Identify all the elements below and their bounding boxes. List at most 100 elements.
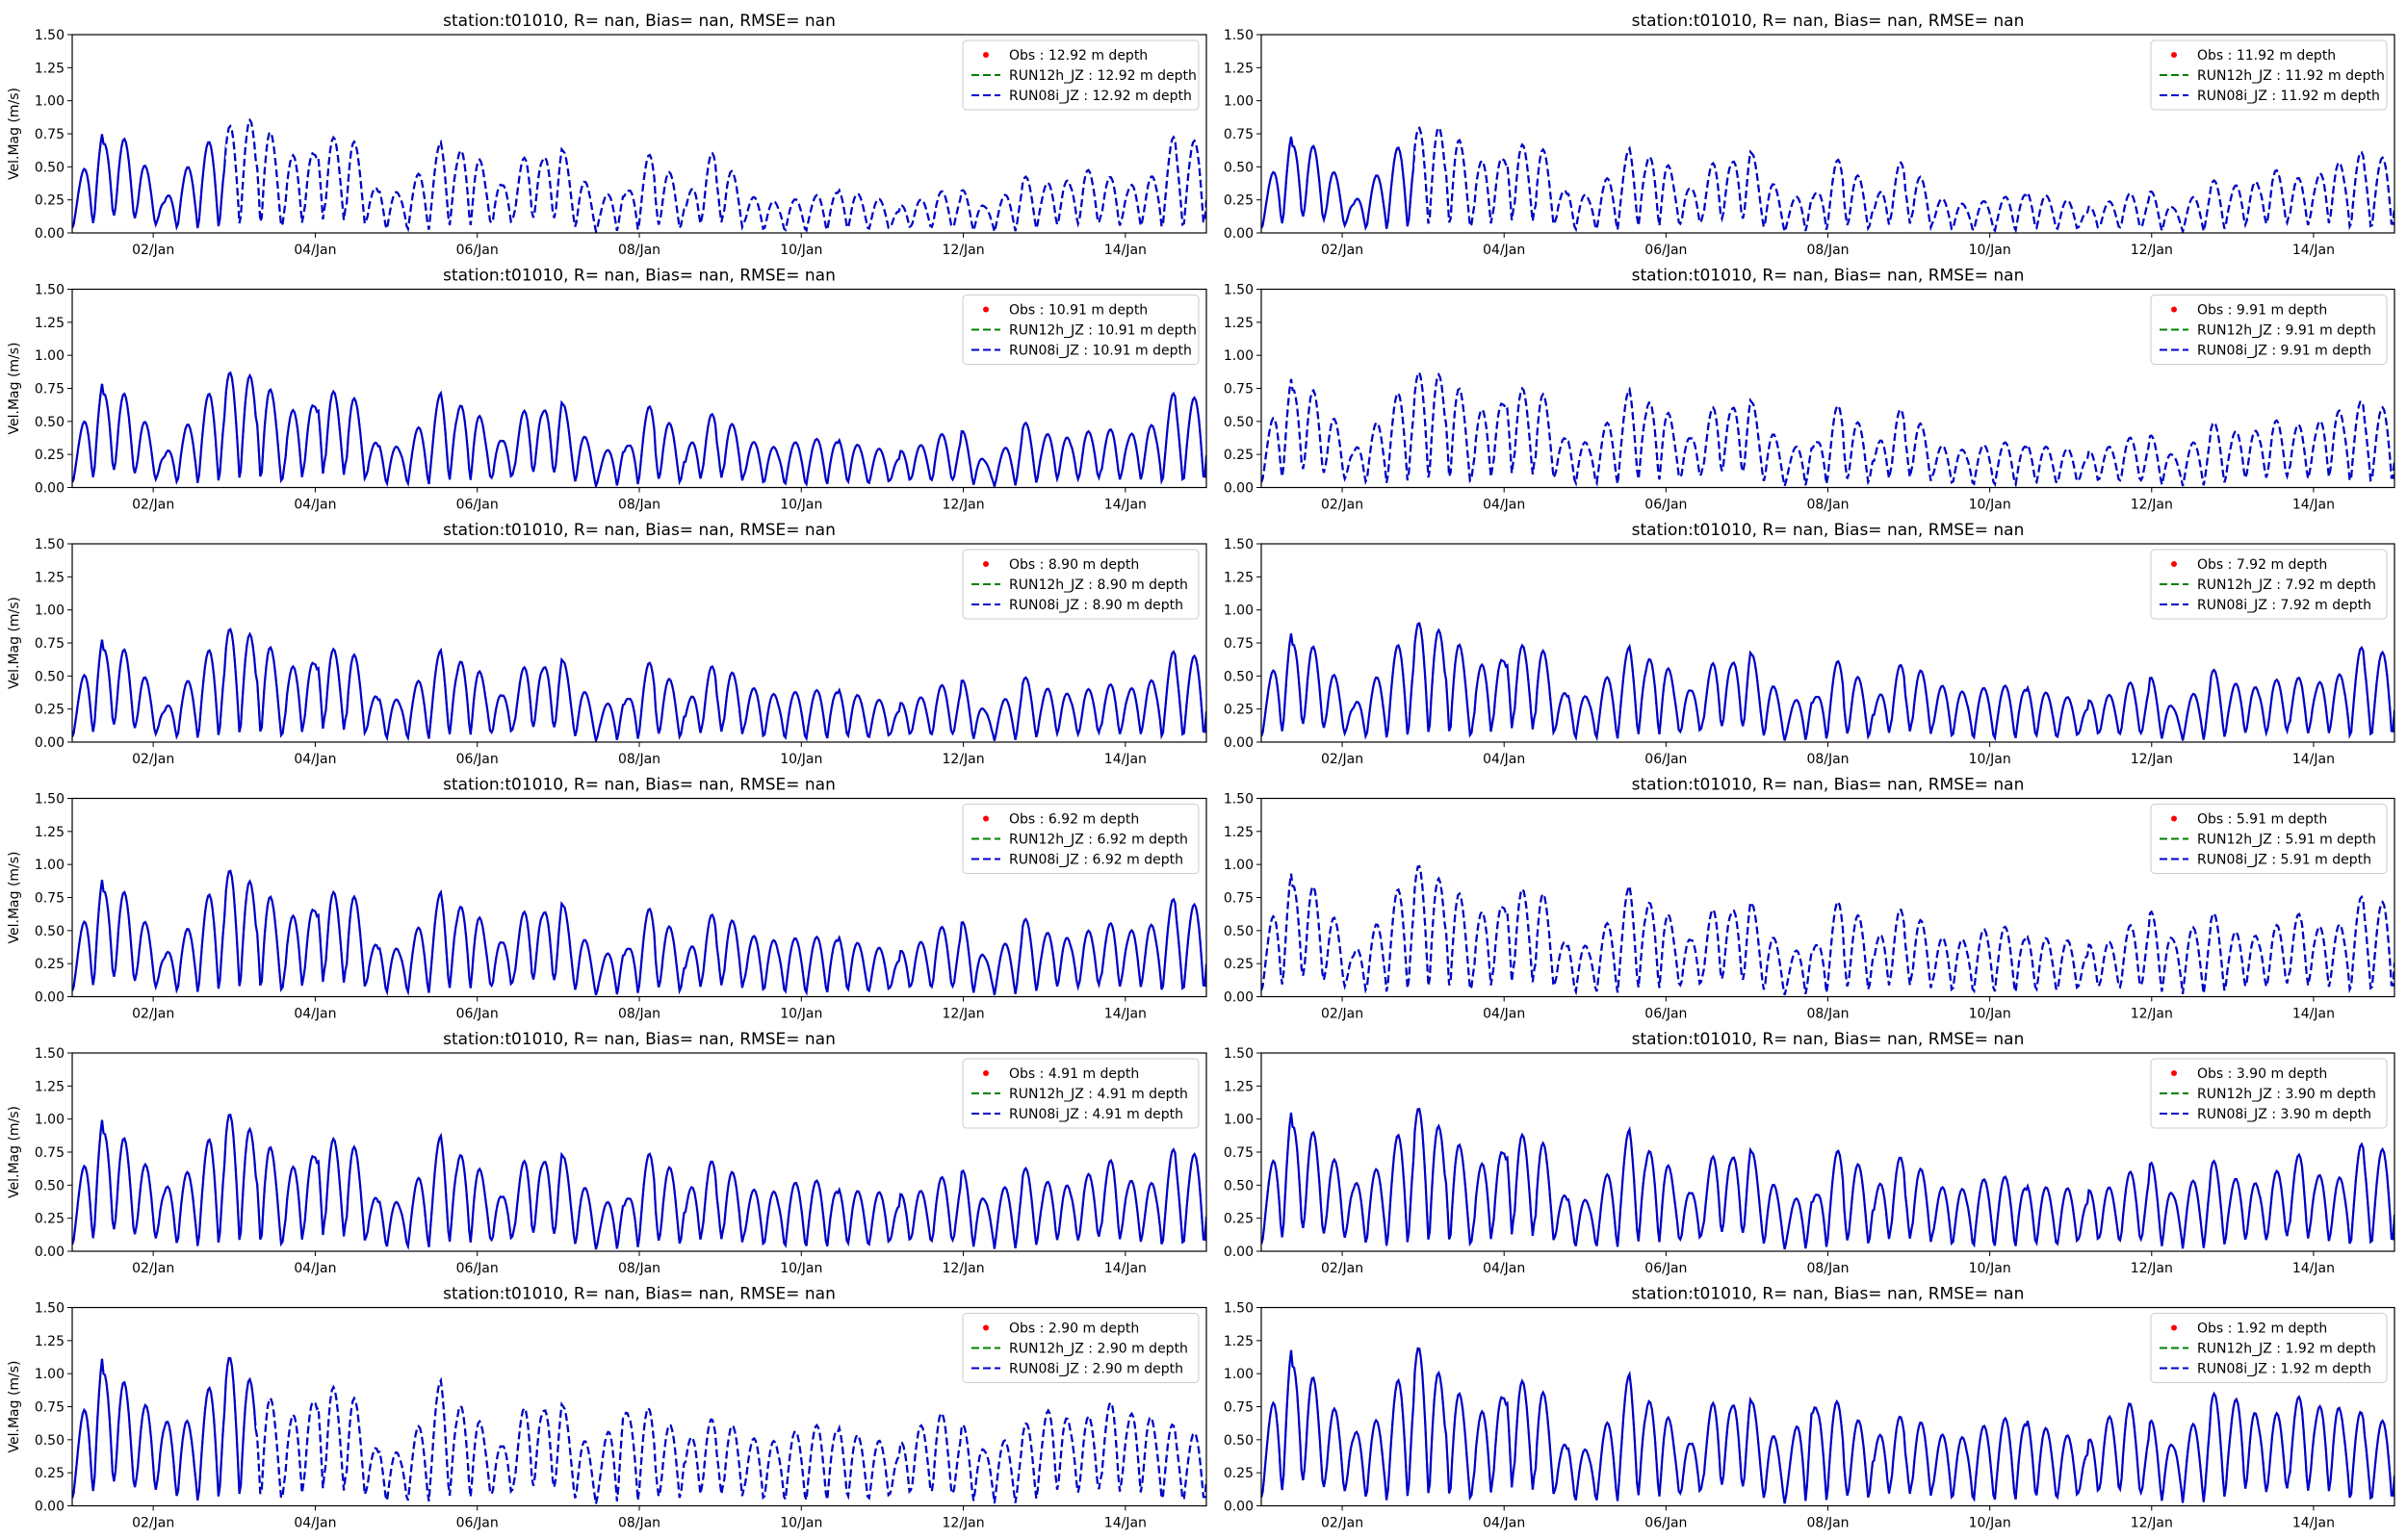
y-tick-label: 0.00: [1224, 481, 1254, 497]
legend-box: [2150, 1058, 2388, 1129]
y-tick-label: 1.50: [1224, 537, 1254, 552]
y-tick-label: 0.25: [1224, 1212, 1254, 1227]
x-tick-label: 12/Jan: [2131, 1261, 2173, 1276]
x-tick-label: 04/Jan: [1483, 1007, 1525, 1022]
x-tick-label: 12/Jan: [943, 498, 985, 513]
obs-marker-icon: [983, 52, 989, 58]
y-tick-label: 1.25: [35, 1334, 65, 1349]
legend-obs-label: Obs : 9.91 m depth: [2197, 303, 2327, 319]
y-tick-label: 1.25: [1224, 1079, 1254, 1094]
series-run08i-line: [1261, 1347, 2394, 1504]
axes-frame: [71, 797, 1207, 998]
x-tick-label: 10/Jan: [780, 498, 822, 513]
subplot-title: station:t01010, R= nan, Bias= nan, RMSE=…: [443, 267, 836, 286]
legend-run12h-label: RUN12h_JZ : 6.92 m depth: [1009, 833, 1188, 848]
legend-box: [962, 804, 1200, 874]
x-tick-label: 02/Jan: [132, 1007, 174, 1022]
legend: Obs : 1.92 m depth RUN12h_JZ : 1.92 m dep…: [2150, 1313, 2388, 1383]
x-tick-label: 06/Jan: [456, 1516, 499, 1531]
x-tick-label: 08/Jan: [618, 1516, 660, 1531]
x-tick-label: 06/Jan: [456, 243, 499, 258]
x-tick-label: 04/Jan: [1483, 1261, 1525, 1276]
y-tick-label: 1.50: [35, 537, 65, 552]
subplot-title: station:t01010, R= nan, Bias= nan, RMSE=…: [1632, 1285, 2025, 1304]
y-tick-label: 0.00: [35, 1245, 65, 1260]
y-tick-label: 1.50: [1224, 1301, 1254, 1317]
legend-box: [962, 1313, 1200, 1383]
subplot-8: station:t01010, R= nan, Bias= nan, RMSE=…: [1224, 776, 2395, 1022]
obs-marker-icon: [983, 1324, 989, 1331]
x-tick-label: 08/Jan: [1806, 1007, 1849, 1022]
x-tick-label: 02/Jan: [132, 498, 174, 513]
x-tick-label: 14/Jan: [2292, 752, 2335, 767]
legend-run12h-label: RUN12h_JZ : 11.92 m depth: [2197, 68, 2385, 84]
y-tick-label: 0.50: [35, 1178, 65, 1194]
y-tick-label: 0.50: [1224, 669, 1254, 684]
y-tick-label: 1.00: [35, 858, 65, 873]
x-tick-label: 04/Jan: [294, 1261, 336, 1276]
legend-run12h-label: RUN12h_JZ : 8.90 m depth: [1009, 578, 1188, 593]
x-tick-label: 14/Jan: [1104, 243, 1147, 258]
y-tick-label: 0.50: [1224, 1178, 1254, 1194]
y-tick-label: 1.50: [35, 28, 65, 43]
x-tick-label: 08/Jan: [618, 498, 660, 513]
y-tick-label: 1.00: [35, 1367, 65, 1382]
axes-frame: [1260, 1052, 2395, 1252]
y-tick-label: 1.50: [1224, 28, 1254, 43]
legend-run12h-label: RUN12h_JZ : 4.91 m depth: [1009, 1087, 1188, 1102]
subplot-title: station:t01010, R= nan, Bias= nan, RMSE=…: [443, 1285, 836, 1304]
legend: Obs : 9.91 m depth RUN12h_JZ : 9.91 m dep…: [2150, 295, 2388, 365]
x-tick-label: 10/Jan: [1969, 243, 2011, 258]
y-tick-label: 1.00: [1224, 858, 1254, 873]
y-tick-label: 0.50: [1224, 415, 1254, 430]
legend-obs-label: Obs : 6.92 m depth: [1009, 812, 1139, 828]
series-run08i-line: [72, 869, 1206, 996]
y-tick-label: 1.00: [1224, 1367, 1254, 1382]
x-tick-label: 08/Jan: [618, 243, 660, 258]
y-tick-label: 0.00: [1224, 990, 1254, 1006]
legend: Obs : 7.92 m depth RUN12h_JZ : 7.92 m dep…: [2150, 549, 2388, 620]
y-tick-label: 0.75: [1224, 1400, 1254, 1416]
obs-marker-icon: [983, 561, 989, 567]
y-tick-label: 1.25: [35, 1079, 65, 1094]
y-tick-label: 0.75: [35, 1145, 65, 1161]
y-tick-label: 0.50: [35, 1433, 65, 1449]
x-tick-label: 06/Jan: [456, 1007, 499, 1022]
subplot-title: station:t01010, R= nan, Bias= nan, RMSE=…: [1632, 267, 2025, 286]
x-tick-label: 10/Jan: [1969, 498, 2011, 513]
subplot-title: station:t01010, R= nan, Bias= nan, RMSE=…: [443, 1030, 836, 1049]
axes-frame: [71, 1052, 1207, 1252]
y-tick-label: 1.25: [35, 825, 65, 840]
subplot-9: station:t01010, R= nan, Bias= nan, RMSE=…: [7, 1030, 1207, 1276]
y-tick-label: 0.00: [35, 1500, 65, 1515]
subplot-7: station:t01010, R= nan, Bias= nan, RMSE=…: [7, 776, 1207, 1022]
x-tick-label: 08/Jan: [1806, 1516, 1849, 1531]
x-tick-label: 12/Jan: [943, 243, 985, 258]
legend: Obs : 5.91 m depth RUN12h_JZ : 5.91 m dep…: [2150, 804, 2388, 874]
series-run08i-line: [72, 1114, 1206, 1251]
x-tick-label: 10/Jan: [780, 1007, 822, 1022]
legend-box: [962, 1058, 1200, 1129]
y-axis-label: Vel.Mag (m/s): [7, 1106, 22, 1198]
x-tick-label: 12/Jan: [2131, 243, 2173, 258]
obs-marker-icon: [2171, 52, 2177, 58]
y-tick-label: 1.00: [35, 1113, 65, 1128]
y-tick-label: 0.00: [1224, 226, 1254, 242]
series-run08i-line-dashed: [1261, 371, 2394, 488]
legend-run08i-label: RUN08i_JZ : 5.91 m depth: [2197, 853, 2371, 868]
legend-obs-label: Obs : 8.90 m depth: [1009, 557, 1139, 573]
y-tick-label: 0.50: [1224, 160, 1254, 175]
y-axis-label: Vel.Mag (m/s): [7, 342, 22, 434]
y-tick-label: 1.50: [35, 1046, 65, 1062]
y-tick-label: 0.50: [35, 924, 65, 939]
y-tick-label: 1.00: [35, 348, 65, 364]
x-tick-label: 14/Jan: [1104, 1007, 1147, 1022]
y-tick-label: 1.50: [35, 283, 65, 298]
obs-marker-icon: [2171, 1070, 2177, 1076]
subplot-title: station:t01010, R= nan, Bias= nan, RMSE=…: [443, 776, 836, 795]
subplot-12: station:t01010, R= nan, Bias= nan, RMSE=…: [1224, 1285, 2395, 1531]
x-tick-label: 06/Jan: [1644, 498, 1687, 513]
x-tick-label: 06/Jan: [456, 752, 499, 767]
x-tick-label: 14/Jan: [1104, 498, 1147, 513]
x-tick-label: 02/Jan: [1321, 1516, 1363, 1531]
